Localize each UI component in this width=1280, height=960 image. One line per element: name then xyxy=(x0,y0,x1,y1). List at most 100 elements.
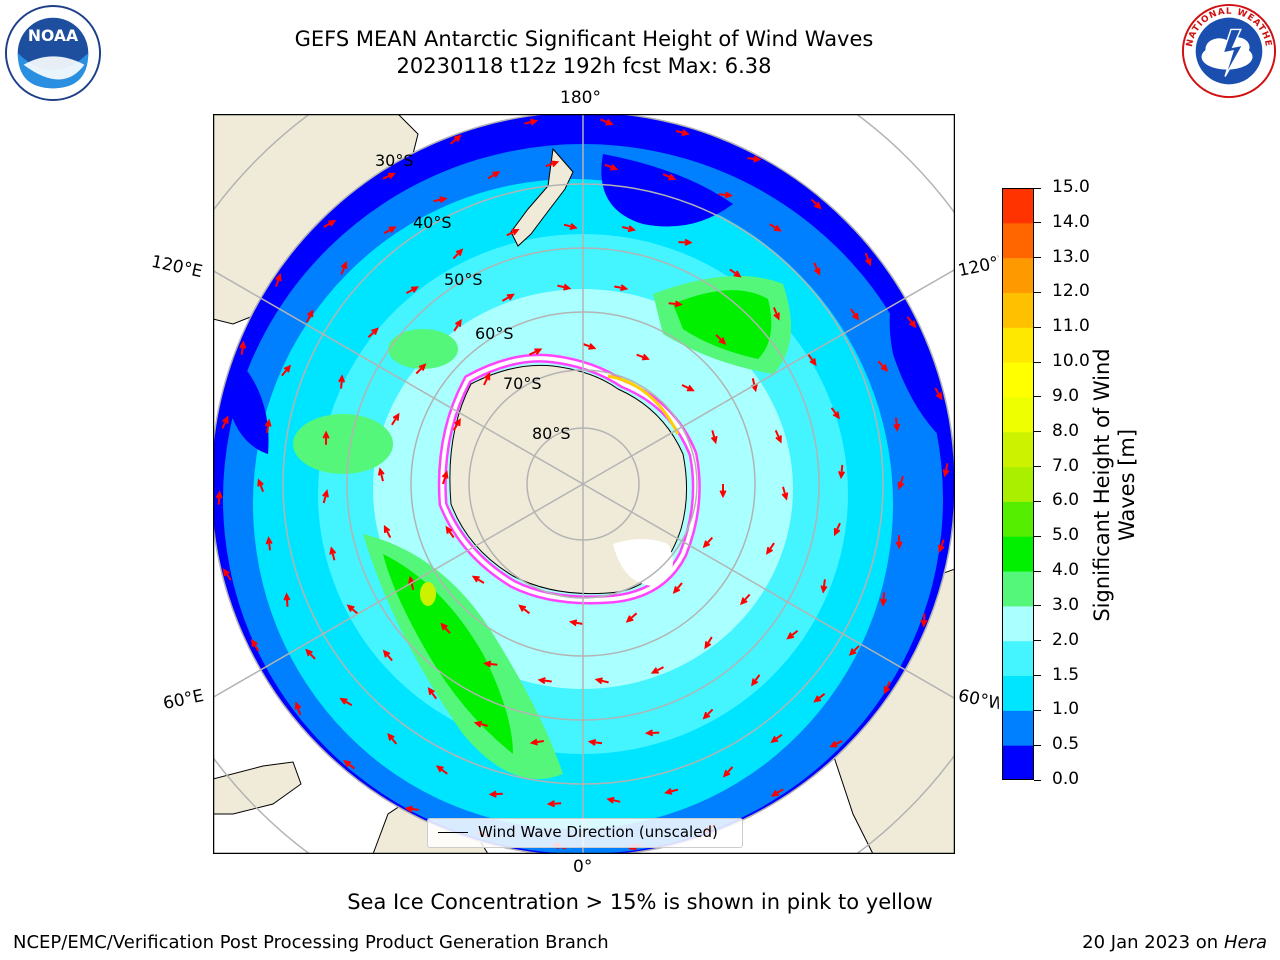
wind-wave-arrow xyxy=(644,729,660,737)
wind-wave-arrow xyxy=(452,248,464,260)
wind-wave-arrow xyxy=(473,720,488,728)
wind-wave-arrow xyxy=(895,535,903,550)
new-zealand-landmass xyxy=(510,147,574,247)
colorbar-segment xyxy=(1002,675,1034,711)
colorbar-segment xyxy=(1002,640,1034,677)
wind-wave-arrow xyxy=(740,593,751,606)
footer-date-text: 20 Jan 2023 on xyxy=(1082,932,1224,953)
map-legend: Wind Wave Direction (unscaled) xyxy=(427,818,743,848)
national-weather-service-logo-icon: NATIONAL WEATHER SERVICE xyxy=(1180,2,1277,99)
lon-label-0: 0° xyxy=(573,857,593,877)
wind-wave-arrow xyxy=(920,613,928,628)
wind-wave-arrow xyxy=(614,284,629,292)
colorbar-tick-label: 10.0 xyxy=(1052,351,1090,372)
colorbar-title-line2: Waves [m] xyxy=(1115,428,1139,542)
wind-wave-arrow xyxy=(934,387,943,401)
wind-wave-arrow xyxy=(435,765,448,775)
wind-wave-arrow xyxy=(848,645,860,656)
legend-label: Wind Wave Direction (unscaled) xyxy=(478,823,718,841)
wind-wave-arrow xyxy=(524,118,539,126)
wind-wave-arrow xyxy=(883,681,891,695)
colorbar-segment xyxy=(1002,327,1034,363)
colorbar-tick-mark xyxy=(1034,709,1041,711)
lat-label-40s: 40°S xyxy=(413,213,452,232)
colorbar-tick-mark xyxy=(1034,187,1041,189)
wind-wave-arrow xyxy=(879,592,887,607)
madagascar-landmass xyxy=(213,761,302,815)
colorbar-tick-label: 14.0 xyxy=(1052,211,1090,232)
wind-wave-arrow xyxy=(774,429,782,444)
wind-wave-arrow xyxy=(264,418,272,433)
polar-map xyxy=(213,114,955,854)
colorbar xyxy=(1002,188,1034,780)
wind-wave-arrow xyxy=(833,522,841,537)
colorbar-tick-label: 1.5 xyxy=(1052,664,1080,685)
wind-wave-arrow xyxy=(587,738,603,746)
colorbar-tick-label: 11.0 xyxy=(1052,316,1090,337)
wind-wave-arrow xyxy=(710,430,718,445)
wind-wave-arrow xyxy=(404,805,419,813)
wind-wave-arrow xyxy=(529,738,544,746)
wind-wave-arrow xyxy=(452,418,461,431)
wind-wave-arrow xyxy=(408,575,415,590)
wind-wave-arrow xyxy=(305,648,316,660)
wind-wave-arrow xyxy=(729,268,742,278)
wind-wave-arrow xyxy=(702,536,714,549)
wind-wave-arrow xyxy=(338,374,346,389)
wind-wave-arrow xyxy=(718,191,733,199)
wind-wave-arrow xyxy=(897,476,905,490)
wind-wave-arrow xyxy=(483,660,498,668)
wind-wave-arrow xyxy=(770,733,783,744)
wind-wave-arrow xyxy=(406,286,420,294)
colorbar-tick-mark xyxy=(1034,744,1041,746)
wind-wave-arrow xyxy=(704,636,713,650)
colorbar-tick-mark xyxy=(1034,675,1041,677)
colorbar-tick-mark xyxy=(1034,291,1041,293)
wind-wave-arrow xyxy=(668,300,683,308)
colorbar-tick-label: 0.5 xyxy=(1052,734,1080,755)
wind-wave-arrow xyxy=(294,701,302,716)
graticule xyxy=(213,114,955,854)
wind-wave-arrow xyxy=(582,343,597,350)
wind-wave-arrow xyxy=(621,225,637,233)
colorbar-tick-label: 6.0 xyxy=(1052,490,1080,511)
wind-wave-arrow xyxy=(383,226,397,235)
wind-wave-arrow xyxy=(864,252,872,267)
wind-wave-arrow xyxy=(722,766,734,778)
wind-wave-arrow xyxy=(471,575,485,584)
noaa-logo-icon: NOAA xyxy=(4,4,102,102)
wind-wave-arrow xyxy=(604,163,619,171)
wind-wave-arrow xyxy=(445,525,455,539)
antarctica-landmass xyxy=(449,364,688,595)
wind-wave-arrow xyxy=(528,348,543,356)
lat-label-80s: 80°S xyxy=(532,424,571,443)
wind-wave-arrow xyxy=(215,490,223,505)
wind-wave-arrow xyxy=(606,796,621,804)
wind-wave-arrow xyxy=(820,579,828,594)
wind-wave-arrow xyxy=(382,172,397,180)
colorbar-segment xyxy=(1002,536,1034,572)
wind-wave-arrow xyxy=(283,592,291,607)
wind-wave-arrow xyxy=(769,223,782,232)
wind-wave-arrow xyxy=(838,464,846,480)
wind-wave-arrow xyxy=(518,604,531,615)
colorbar-segment xyxy=(1002,745,1034,780)
footer-credit: NCEP/EMC/Verification Post Processing Pr… xyxy=(13,932,609,953)
colorbar-tick-label: 15.0 xyxy=(1052,177,1090,197)
wind-wave-arrow xyxy=(281,364,292,377)
legend-line-swatch xyxy=(438,832,468,833)
colorbar-tick-label: 9.0 xyxy=(1052,385,1080,406)
colorbar-tick-label: 5.0 xyxy=(1052,525,1080,546)
wind-wave-arrow xyxy=(450,134,462,145)
wind-wave-arrow xyxy=(594,677,609,685)
wind-wave-arrow xyxy=(678,238,693,246)
wind-wave-arrow xyxy=(829,740,843,748)
colorbar-segment xyxy=(1002,362,1034,398)
colorbar-tick-mark xyxy=(1034,396,1041,398)
colorbar-segment xyxy=(1002,188,1034,224)
colorbar-tick-mark xyxy=(1034,326,1041,328)
footer-date: 20 Jan 2023 on Hera xyxy=(1082,932,1267,953)
wind-wave-arrow xyxy=(650,666,664,674)
colorbar-segment xyxy=(1002,501,1034,537)
wind-wave-arrow xyxy=(387,732,398,745)
